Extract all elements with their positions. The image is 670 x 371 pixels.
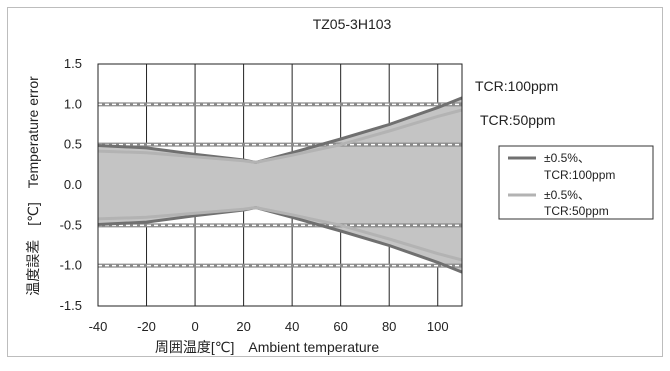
- x-axis-label: 周囲温度[℃] Ambient temperature: [155, 339, 379, 355]
- x-tick-label-7: 100: [427, 319, 449, 334]
- reference-lines: [98, 102, 462, 268]
- legend-label-tcr50-line1: ±0.5%、: [544, 188, 590, 202]
- legend-label-tcr50-line2: TCR:50ppm: [544, 204, 609, 218]
- x-tick-label-3: 20: [236, 319, 250, 334]
- series-lines: [97, 96, 463, 274]
- y-tick-label-5: -1.0: [60, 258, 82, 273]
- annotation-tcr100: TCR:100ppm: [475, 78, 558, 94]
- plot-frame: [97, 63, 463, 307]
- y-tick-label-6: -1.5: [60, 298, 82, 313]
- chart-title: TZ05-3H103: [313, 16, 392, 32]
- y-tick-label-2: 0.5: [64, 137, 82, 152]
- annotation-tcr50: TCR:50ppm: [480, 112, 555, 128]
- y-tick-labels: 1.5 1.0 0.5 0.0 -0.5 -1.0 -1.5: [60, 56, 82, 313]
- x-tick-labels: -40 -20 0 20 40 60 80 100: [89, 319, 449, 334]
- chart-svg: TZ05-3H103 -40 -20 0 20 40 60 80 100 1.5 1.0 0.5 0…: [25, 16, 654, 355]
- error-band-fill: [98, 97, 462, 273]
- x-tick-label-0: -40: [89, 319, 108, 334]
- legend-label-tcr100-line2: TCR:100ppm: [544, 168, 615, 182]
- y-tick-label-3: 0.0: [64, 177, 82, 192]
- y-axis-label: 温度誤差 [℃] Temperature error: [25, 76, 41, 296]
- legend-label-tcr100-line1: ±0.5%、: [544, 151, 590, 165]
- series-1-lower-line: [97, 206, 463, 262]
- x-tick-label-4: 40: [285, 319, 299, 334]
- x-tick-label-1: -20: [137, 319, 156, 334]
- y-tick-label-0: 1.5: [64, 56, 82, 71]
- figure: TZ05-3H103 -40 -20 0 20 40 60 80 100 1.5 1.0 0.5 0…: [7, 7, 663, 357]
- series-1-upper-line: [97, 108, 463, 164]
- x-tick-label-5: 60: [333, 319, 347, 334]
- x-tick-label-2: 0: [191, 319, 198, 334]
- y-tick-label-4: -0.5: [60, 217, 82, 232]
- legend: ±0.5%、 TCR:100ppm ±0.5%、 TCR:50ppm: [498, 145, 654, 220]
- y-tick-label-1: 1.0: [64, 96, 82, 111]
- x-tick-label-6: 80: [382, 319, 396, 334]
